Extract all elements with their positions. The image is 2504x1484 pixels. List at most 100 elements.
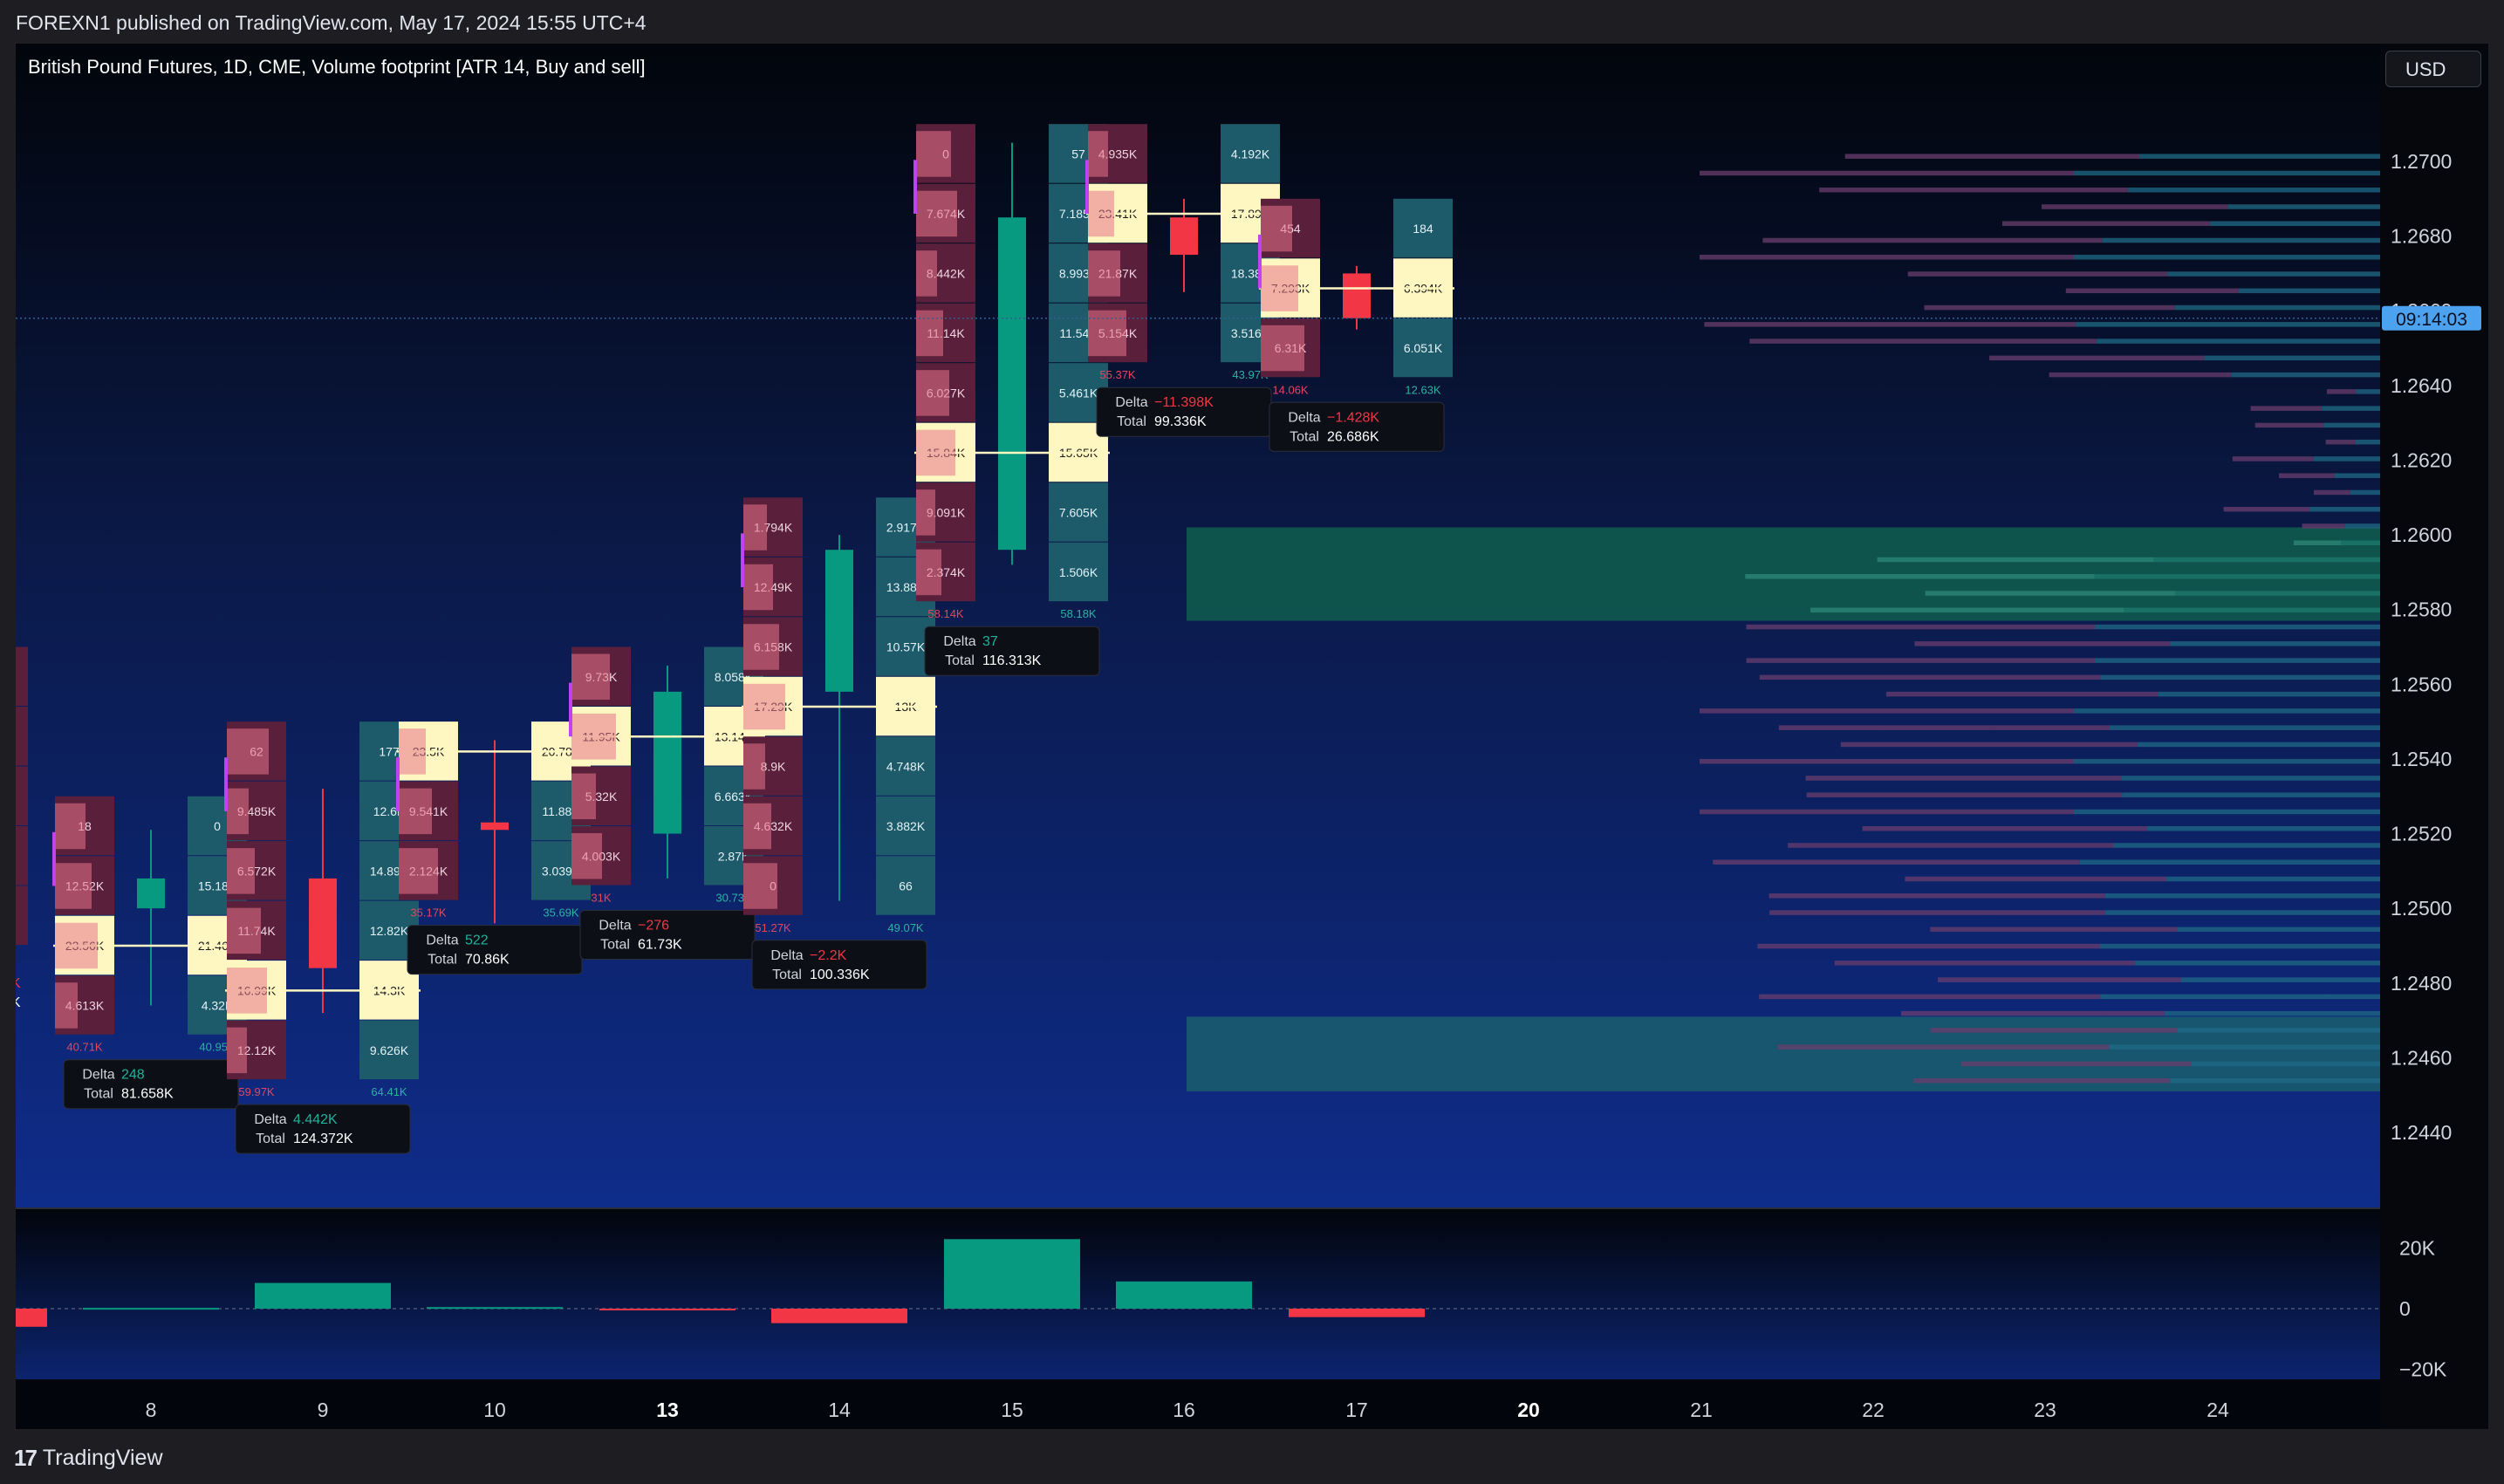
price-tick-label: 1.2580 [2391,598,2452,621]
profile-sell-bar [1844,154,2140,159]
profile-buy-bar [2341,540,2380,545]
buy-cell-value: 4.32K [202,998,234,1012]
imbalance-strip [916,489,935,536]
time-tick-label: 8 [146,1399,157,1421]
imbalance-strip [916,549,941,596]
buy-cell-value: 177 [379,744,400,758]
buy-cell-value: 11.88K [542,804,580,818]
sell-cell-value: 9.091K [927,505,966,519]
footprint-layer: .468K.76K.0.8K.645K.45K.12K3K7K1812.52K2… [0,124,1454,1154]
delta-tick-label: 0 [2399,1297,2411,1320]
profile-sell-bar [1805,776,2122,781]
delta-value: 4.442K [293,1112,338,1127]
time-tick-label: 22 [1862,1399,1885,1421]
publish-header: FOREXN1 published on TradingView.com, Ma… [0,0,2504,44]
delta-label: Delta [943,634,975,649]
imbalance-strip [916,310,943,357]
total-value: 124.372K [293,1132,353,1146]
currency-button[interactable]: USD [2385,51,2481,87]
time-tick-label: 23 [2034,1399,2056,1421]
imbalance-strip [227,968,267,1014]
time-tick-label: 15 [1001,1399,1023,1421]
buy-cell-value: 3.516K [1231,326,1270,340]
total-value: 26.686K [1327,429,1379,444]
delta-value: −276 [638,919,669,933]
delta-value: −1.428K [1327,410,1379,425]
imbalance-strip [1088,250,1120,297]
total-label: Total [84,1087,113,1102]
profile-buy-bar [2100,674,2380,680]
delta-bar [1116,1281,1252,1309]
total-value: 81.658K [121,1087,174,1102]
time-tick-label: 10 [483,1399,506,1421]
sell-total: 40.71K [66,1041,103,1054]
profile-sell-bar [1924,304,2175,311]
buy-cell-value: 3.039K [542,864,581,878]
price-tick-label: 1.2680 [2391,225,2452,248]
buy-cell [1393,318,1453,378]
delta-marker [741,533,744,588]
price-tick-label: 1.2560 [2391,673,2452,695]
profile-buy-bar [2122,792,2380,797]
delta-bar [16,1309,47,1327]
profile-buy-bar [2204,355,2380,361]
profile-buy-bar [2344,523,2380,529]
imbalance-strip [227,728,269,775]
profile-sell-bar [2250,406,2323,411]
buy-cell-value: 10.57K [886,640,926,654]
time-tick-label: 16 [1173,1399,1195,1421]
sell-total: 59.97K [238,1085,275,1098]
profile-sell-bar [1877,557,2154,563]
price-tick-label: 1.2640 [2391,374,2452,397]
imbalance-strip [743,564,773,611]
profile-sell-bar [2293,540,2342,545]
delta-bar [1289,1309,1425,1317]
buy-cell-value: 4.748K [886,760,926,774]
imbalance-strip [743,743,765,790]
sell-cell [0,766,28,825]
imbalance-strip [743,863,777,909]
price-axis-bg[interactable] [2380,44,2488,1429]
profile-buy-bar [2124,607,2380,613]
buy-cell [876,856,935,915]
profile-buy-bar [2177,927,2380,933]
profile-buy-bar [2178,1028,2380,1033]
profile-sell-bar [1925,591,2176,596]
buy-cell [359,1020,419,1080]
delta-bar [771,1309,907,1323]
profile-buy-bar [2076,322,2380,327]
profile-buy-bar [2074,255,2380,260]
tradingview-logo[interactable]: 17 TradingView [14,1445,163,1472]
imbalance-strip [227,907,261,954]
chart-canvas[interactable]: .468K.76K.0.8K.645K.45K.12K3K7K1812.52K2… [0,44,2488,1429]
profile-sell-bar [2314,489,2350,496]
candle-body [653,691,681,834]
delta-bar [255,1282,391,1309]
buy-cell-value: 66 [899,879,913,893]
delta-summary-box [63,1059,239,1110]
delta-label: Delta [599,919,631,933]
imbalance-strip [571,833,602,879]
profile-sell-bar [1914,641,2171,646]
profile-sell-bar [1938,977,2181,982]
profile-sell-bar [2326,389,2357,394]
time-tick-label: 14 [828,1399,851,1421]
pane-separator[interactable] [16,1207,2488,1209]
chart-legend-title[interactable]: British Pound Futures, 1D, CME, Volume f… [28,56,646,78]
buy-total: 12.63K [1405,383,1441,396]
chart-frame[interactable]: .468K.76K.0.8K.645K.45K.12K3K7K1812.52K2… [0,44,2488,1429]
profile-buy-bar [2192,1061,2380,1067]
delta-label: Delta [1288,410,1320,425]
profile-buy-bar [2164,1010,2380,1016]
delta-label: Delta [254,1112,286,1127]
total-value: 70.86K [465,953,510,968]
profile-sell-bar [1930,927,2178,933]
sell-cell [0,707,28,766]
candle-body [825,550,853,692]
buy-cell [1393,198,1453,258]
price-tick-label: 1.2460 [2391,1046,2452,1069]
profile-buy-bar [2180,977,2380,982]
imbalance-strip [571,653,610,700]
profile-buy-bar [2158,691,2380,697]
price-tick-label: 1.2500 [2391,897,2452,920]
